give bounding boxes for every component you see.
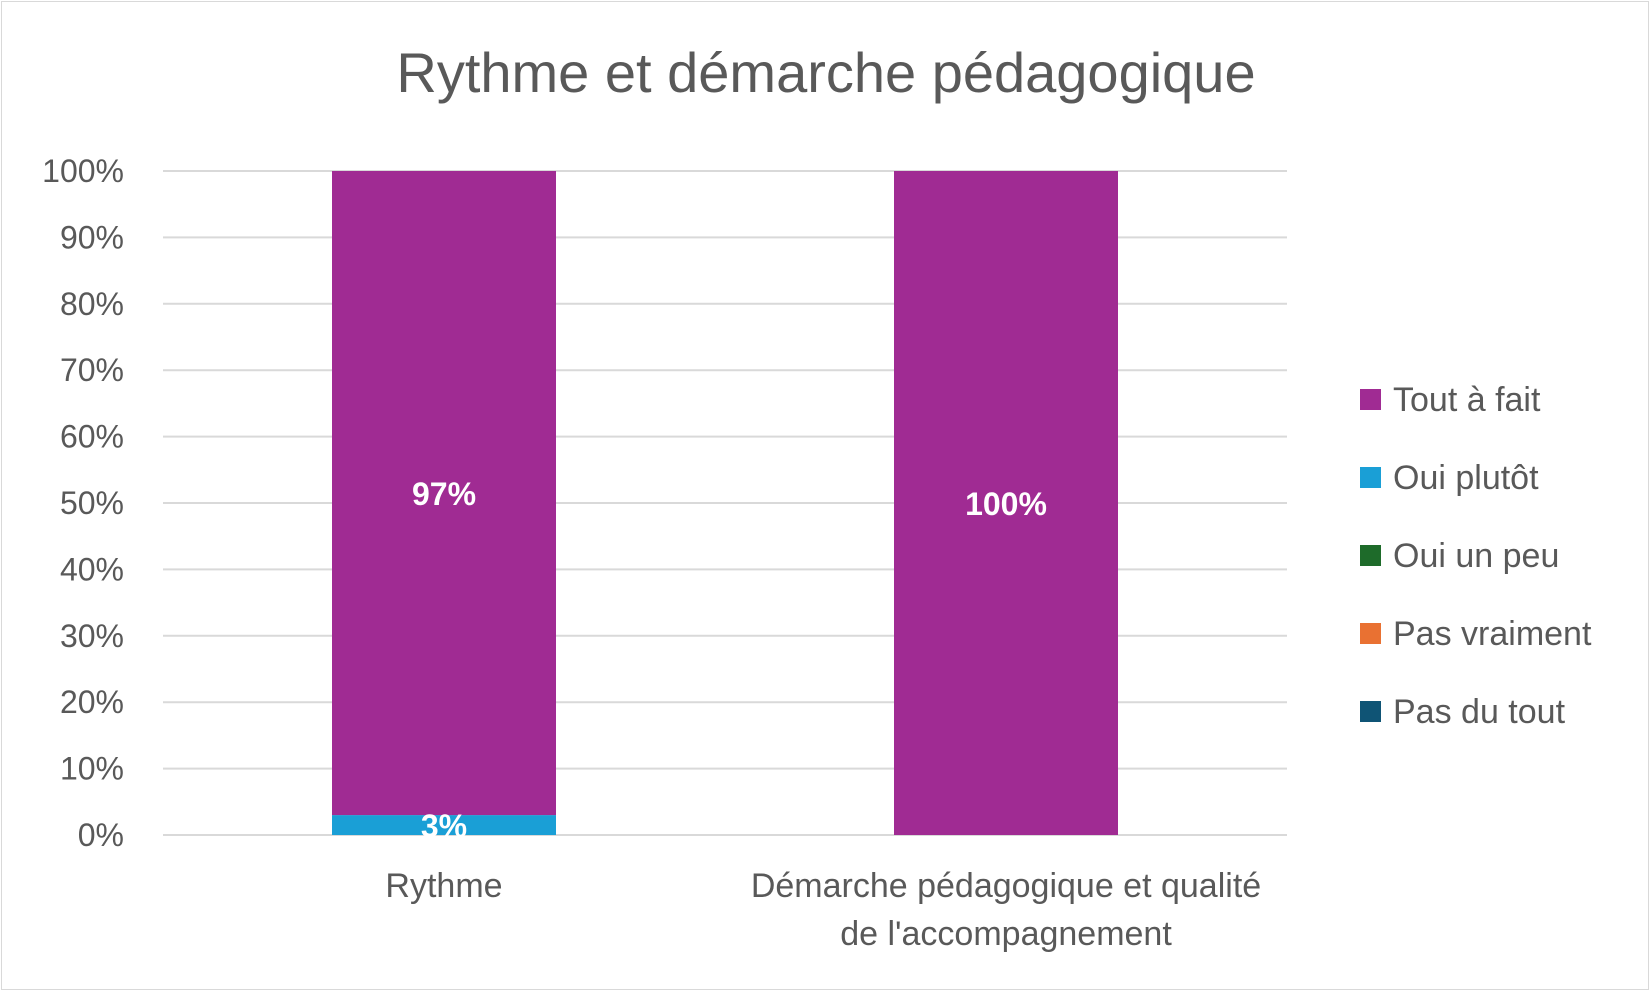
legend-label: Tout à fait: [1393, 381, 1541, 419]
legend-label: Pas vraiment: [1393, 615, 1592, 653]
x-tick-label: de l'accompagnement: [840, 915, 1172, 953]
gridlines: [163, 170, 1287, 836]
legend: Tout à fait Oui plutôt Oui un peu Pas vraim…: [1360, 381, 1592, 731]
y-tick-label: 0%: [78, 817, 124, 853]
data-labels: 3% 97% 100%: [412, 476, 1047, 844]
legend-label: Oui plutôt: [1393, 459, 1539, 497]
x-tick-label: Démarche pédagogique et qualité: [751, 867, 1261, 905]
y-tick-label: 100%: [42, 153, 124, 189]
y-tick-label: 60%: [60, 419, 124, 455]
bar-segment: [332, 815, 556, 835]
legend-swatch: [1360, 623, 1381, 644]
data-label: 100%: [965, 486, 1047, 522]
y-tick-label: 90%: [60, 219, 124, 255]
legend-label: Oui un peu: [1393, 537, 1559, 575]
chart-title: Rythme et démarche pédagogique: [396, 41, 1255, 104]
legend-swatch: [1360, 701, 1381, 722]
y-tick-label: 30%: [60, 618, 124, 654]
legend-swatch: [1360, 389, 1381, 410]
y-tick-label: 50%: [60, 485, 124, 521]
y-tick-label: 40%: [60, 551, 124, 587]
x-tick-label: Rythme: [385, 867, 502, 905]
bars: [332, 171, 1118, 835]
y-tick-label: 10%: [60, 751, 124, 787]
bar-segment: [332, 171, 556, 816]
legend-swatch: [1360, 467, 1381, 488]
y-axis-ticks: 0% 10% 20% 30% 40% 50% 60% 70% 80% 90% 100%: [42, 153, 124, 853]
legend-label: Pas du tout: [1393, 693, 1566, 731]
bar-segment: [894, 171, 1118, 835]
x-axis-ticks: Rythme Démarche pédagogique et qualité de …: [385, 867, 1261, 953]
data-label: 3%: [421, 808, 467, 844]
legend-swatch: [1360, 545, 1381, 566]
data-label: 97%: [412, 476, 476, 512]
y-tick-label: 80%: [60, 286, 124, 322]
y-tick-label: 20%: [60, 684, 124, 720]
y-tick-label: 70%: [60, 352, 124, 388]
